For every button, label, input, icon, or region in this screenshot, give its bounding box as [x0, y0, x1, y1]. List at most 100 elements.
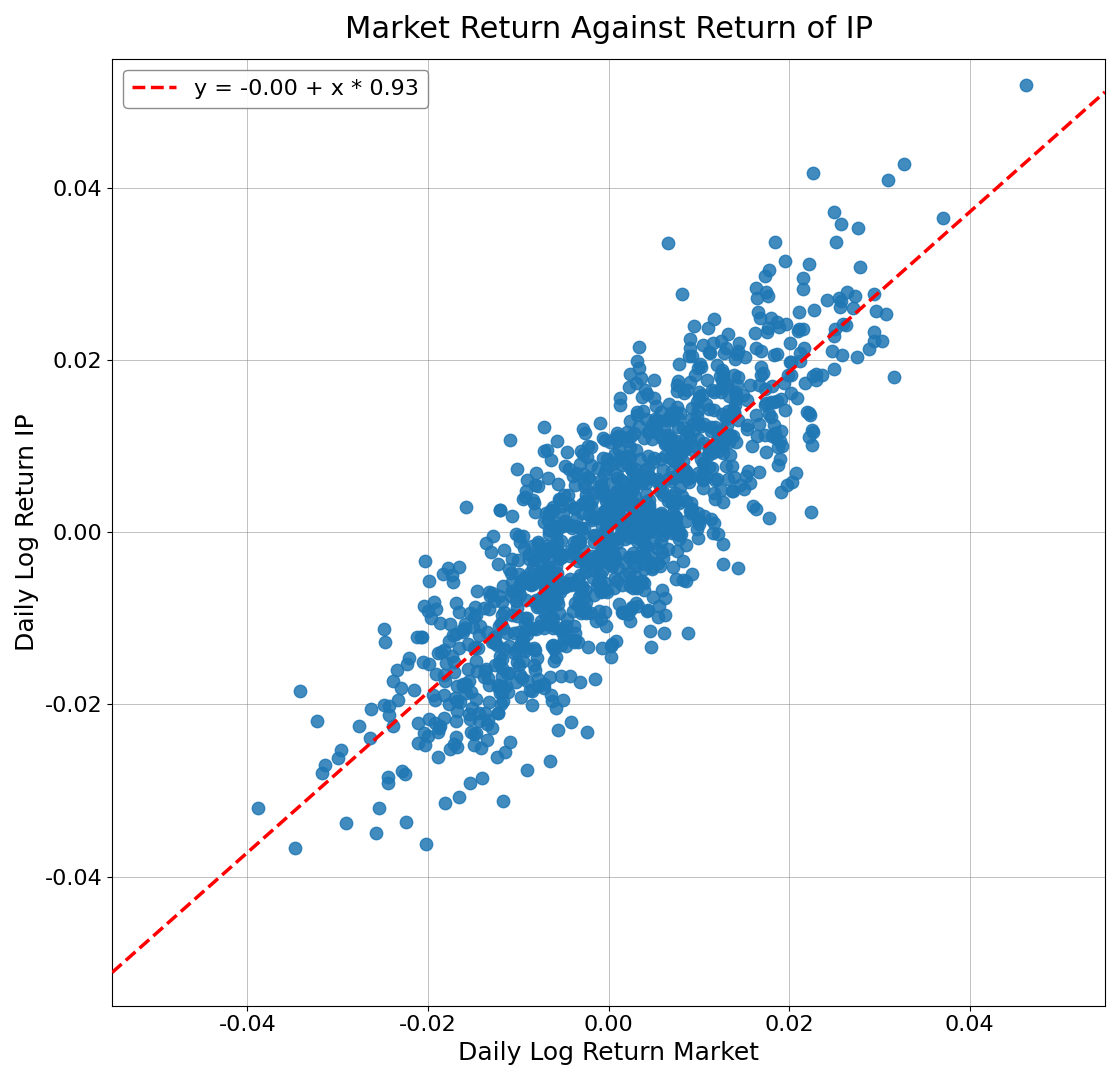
Point	[495, 640, 513, 658]
Point	[625, 477, 643, 495]
Point	[669, 399, 687, 416]
Point	[429, 748, 447, 766]
Point	[616, 566, 634, 583]
Point	[690, 512, 708, 529]
Point	[652, 504, 670, 522]
Point	[668, 437, 685, 455]
Point	[771, 319, 788, 336]
Point	[532, 590, 550, 607]
Point	[599, 515, 617, 532]
Point	[575, 541, 592, 558]
Point	[837, 316, 855, 334]
Point	[656, 447, 674, 464]
Point	[624, 504, 642, 522]
Point	[544, 609, 562, 626]
Point	[447, 713, 465, 730]
Point	[688, 407, 706, 424]
Point	[483, 633, 501, 650]
Point	[605, 505, 623, 523]
Point	[591, 567, 609, 584]
Point	[493, 607, 511, 624]
Point	[534, 589, 552, 606]
Point	[550, 518, 568, 536]
Point	[683, 500, 701, 517]
Point	[414, 653, 432, 671]
Point	[467, 725, 485, 742]
Point	[558, 610, 576, 627]
Point	[641, 548, 659, 565]
Point	[592, 480, 610, 497]
Point	[587, 528, 605, 545]
Point	[516, 615, 534, 632]
Point	[553, 623, 571, 640]
Point	[450, 603, 468, 620]
Point	[652, 532, 670, 550]
Point	[590, 603, 608, 620]
Point	[547, 648, 564, 665]
Point	[692, 387, 710, 404]
Point	[663, 462, 681, 480]
Point	[769, 438, 787, 456]
Point	[577, 605, 595, 622]
Point	[404, 681, 422, 699]
Point	[435, 642, 452, 659]
Point	[596, 573, 614, 591]
Point	[427, 665, 445, 683]
Point	[486, 629, 504, 646]
Point	[572, 603, 590, 620]
Point	[514, 631, 532, 648]
Point	[505, 625, 523, 643]
Point	[668, 433, 685, 450]
Point	[547, 514, 564, 531]
Point	[763, 428, 781, 445]
Point	[549, 596, 567, 613]
Point	[511, 586, 529, 604]
Point	[577, 487, 595, 504]
Point	[767, 314, 785, 332]
Point	[512, 534, 530, 551]
Point	[594, 583, 612, 600]
Point	[564, 534, 582, 551]
Point	[865, 285, 883, 302]
Point	[538, 559, 556, 577]
Point	[544, 619, 562, 636]
Point	[535, 620, 553, 637]
Point	[514, 652, 532, 670]
Point	[654, 483, 672, 500]
Point	[539, 541, 557, 558]
Point	[562, 714, 580, 731]
Point	[689, 529, 707, 546]
Point	[712, 482, 730, 499]
Point	[454, 623, 472, 640]
Point	[441, 616, 459, 633]
Point	[472, 618, 489, 635]
Point	[598, 530, 616, 548]
Point	[665, 444, 683, 461]
Point	[699, 446, 717, 463]
Point	[669, 373, 687, 390]
Point	[606, 430, 624, 447]
Point	[601, 503, 619, 521]
Point	[699, 320, 717, 337]
Point	[849, 219, 867, 237]
Point	[813, 366, 831, 383]
Point	[622, 518, 640, 536]
Point	[782, 353, 800, 370]
Point	[429, 645, 447, 662]
Point	[516, 643, 534, 660]
Point	[540, 522, 558, 539]
Point	[542, 570, 560, 588]
Point	[682, 410, 700, 428]
Point	[674, 461, 692, 478]
Point	[689, 511, 707, 528]
Point	[456, 677, 474, 694]
Point	[562, 541, 580, 558]
Point	[792, 343, 810, 361]
Point	[441, 741, 459, 758]
Point	[426, 593, 444, 610]
Point	[542, 637, 560, 654]
Point	[627, 497, 645, 514]
Point	[622, 612, 640, 630]
Point	[516, 488, 534, 505]
Point	[800, 429, 818, 446]
